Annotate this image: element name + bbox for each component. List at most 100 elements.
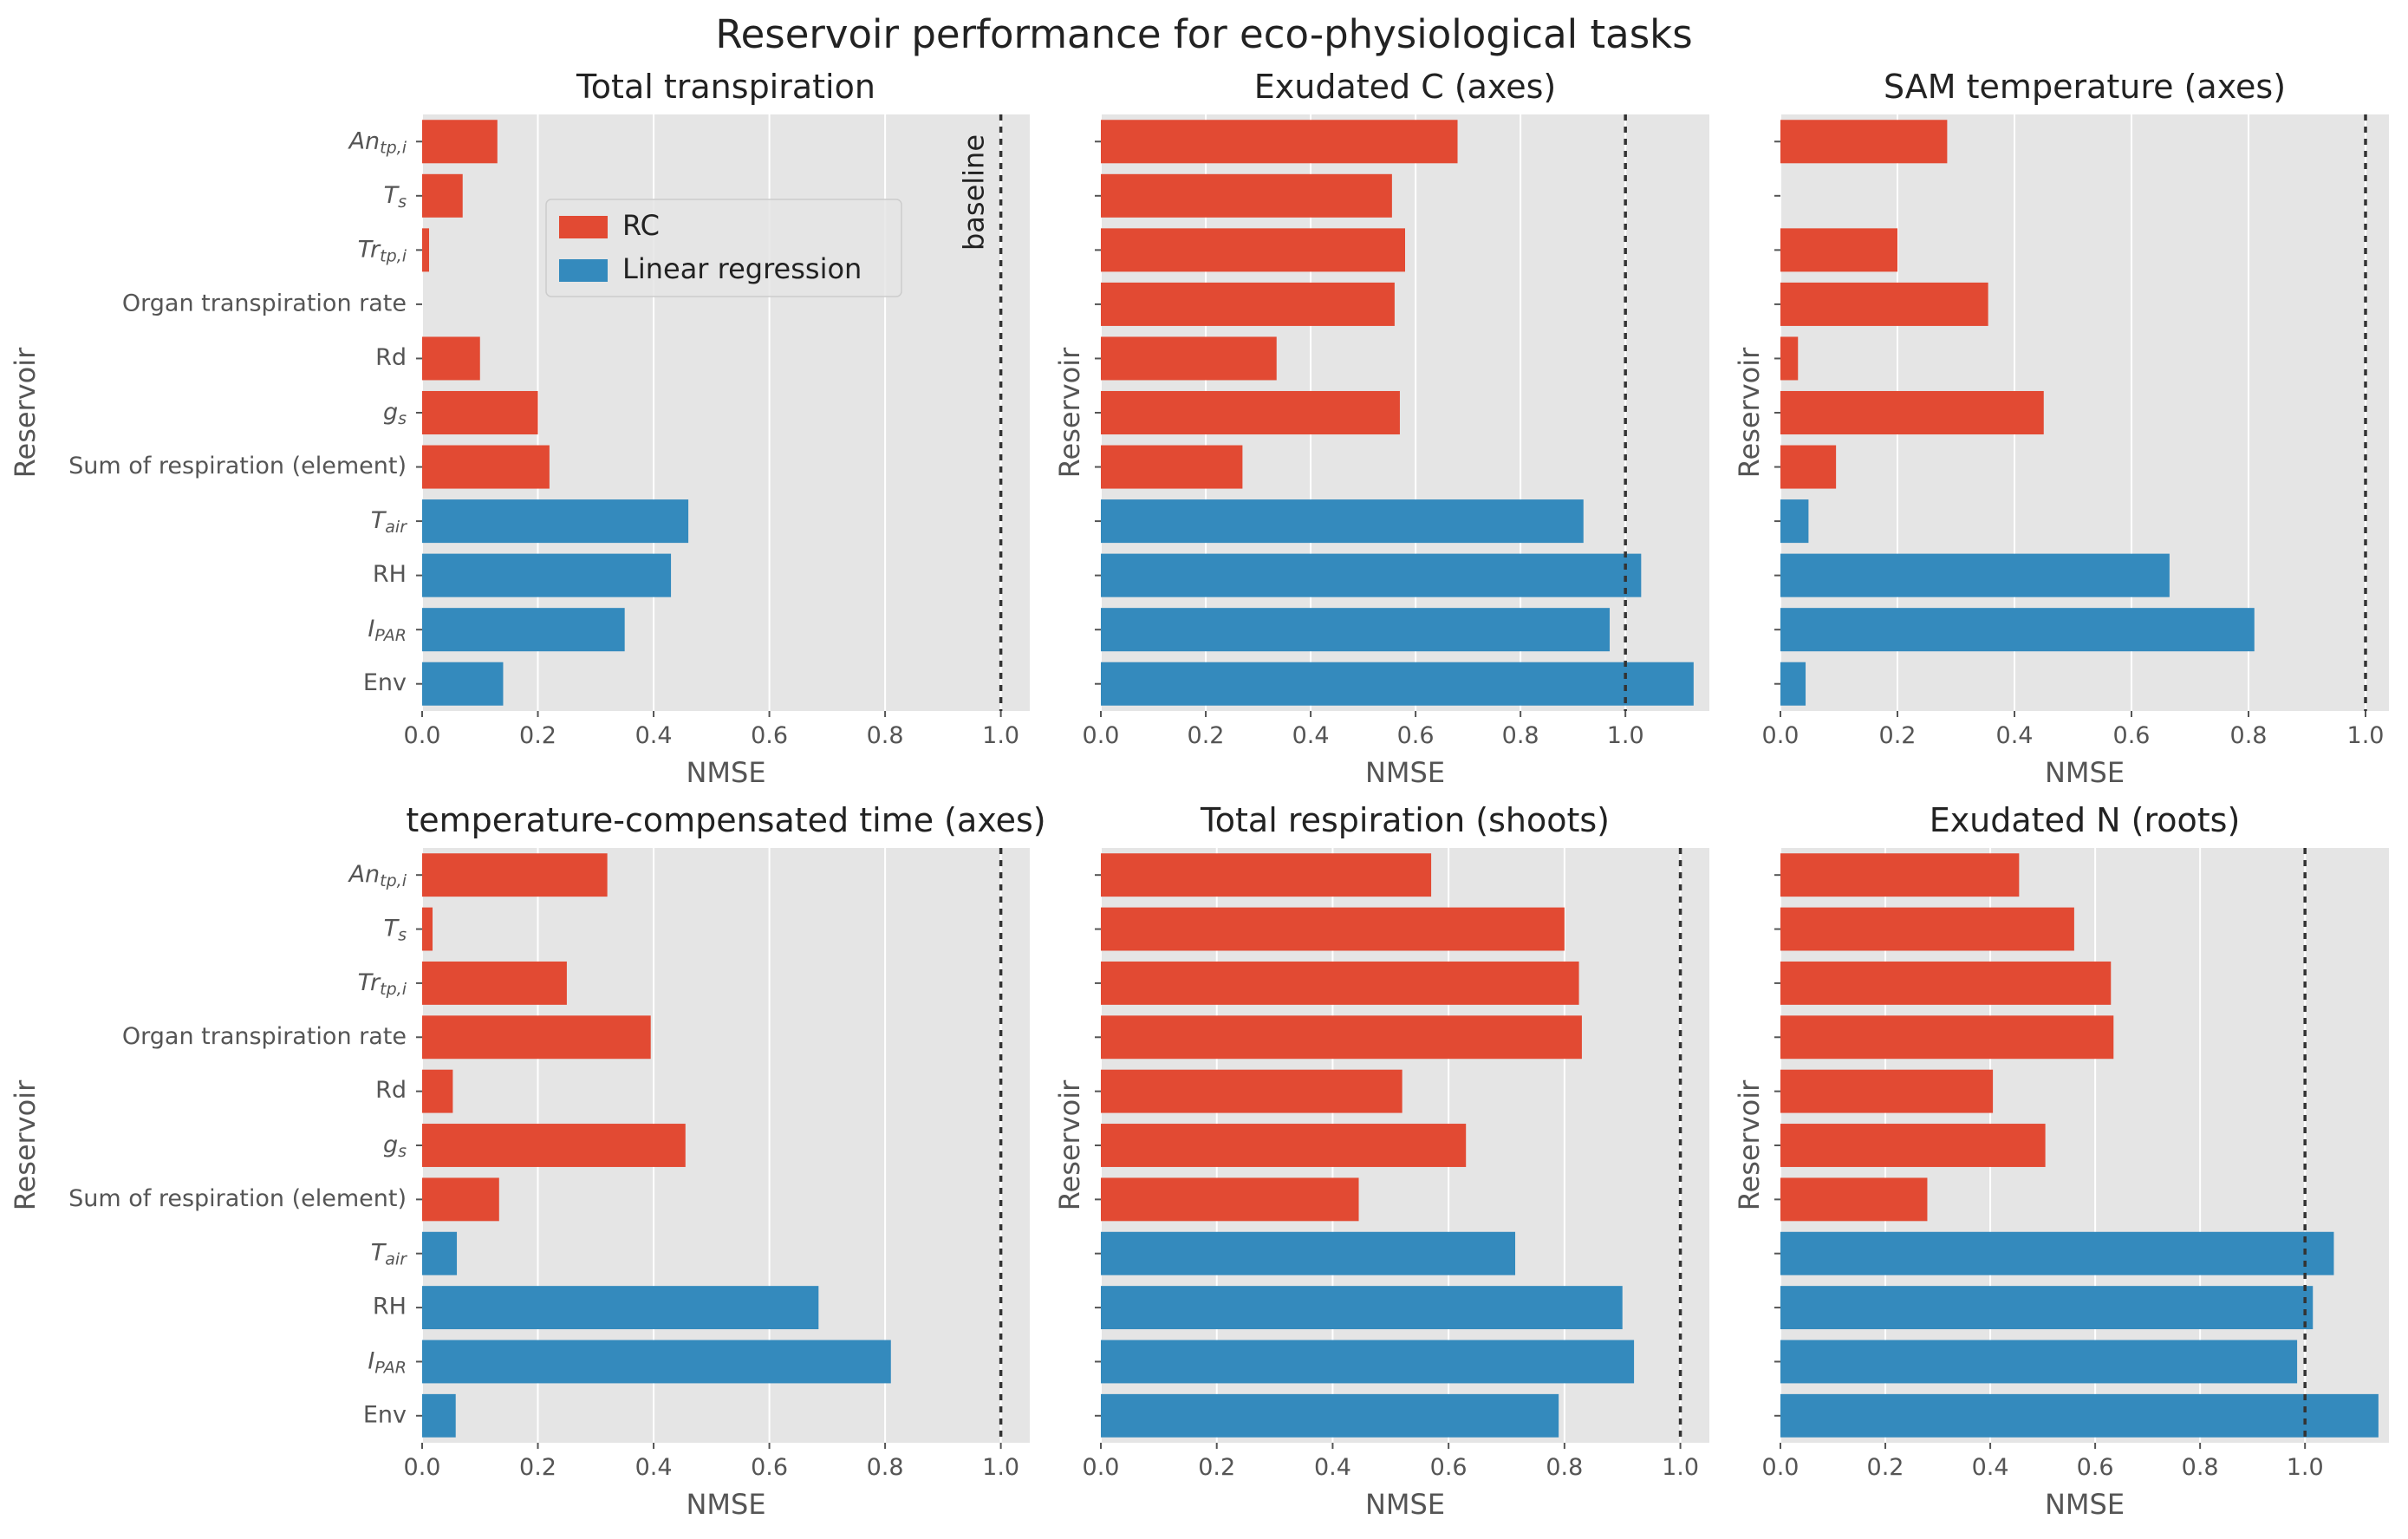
x-tick-label: 0.8 <box>867 722 904 749</box>
y-tick-label: Rd <box>375 344 407 371</box>
x-axis-label: NMSE <box>2045 756 2125 789</box>
y-tick-label: Sum of respiration (element) <box>68 1185 407 1212</box>
x-tick-label: 0.6 <box>751 722 788 749</box>
bar-rc <box>422 228 430 272</box>
x-tick-label: 0.6 <box>1430 1454 1468 1481</box>
bar-linear-regression <box>422 1393 456 1438</box>
bar-rc <box>1780 282 1988 326</box>
y-axis-label: Reservoir <box>9 1079 42 1210</box>
y-tick-label: Ts <box>384 181 407 211</box>
bar-rc <box>1780 336 1799 381</box>
bar-linear-regression <box>1101 553 1642 597</box>
bar-rc <box>422 1124 686 1167</box>
y-tick-label: Ts <box>384 915 407 944</box>
y-axis-label: Reservoir <box>9 347 42 478</box>
subplot-title: Total respiration (shoots) <box>1200 801 1610 839</box>
bar-linear-regression <box>1780 1286 2314 1330</box>
x-tick-label: 0.8 <box>1502 722 1539 749</box>
y-axis-label: Reservoir <box>1053 347 1086 478</box>
bar-rc <box>422 390 538 435</box>
bar-linear-regression <box>1780 553 2170 597</box>
x-tick-label: 0.4 <box>1314 1454 1351 1481</box>
subplot-title: Exudated C (axes) <box>1254 68 1557 106</box>
y-tick-label: Trtp,i <box>358 236 407 265</box>
bar-rc <box>1101 1124 1467 1167</box>
x-tick-label: 0.0 <box>1762 1454 1799 1481</box>
bar-linear-regression <box>1101 1393 1559 1438</box>
y-tick-label: gs <box>383 1131 407 1161</box>
bar-rc <box>1780 445 1837 489</box>
x-tick-label: 0.0 <box>1083 1454 1120 1481</box>
x-tick-label: 0.2 <box>1867 1454 1904 1481</box>
bar-linear-regression <box>422 1340 891 1384</box>
bar-linear-regression <box>1101 608 1611 652</box>
subplot-2: 0.0 0.2 0.4 0.6 0.8 1.0 Exudated C (axes) NMSE R… <box>1053 68 1709 789</box>
bar-linear-regression <box>1780 1393 2379 1438</box>
bar-rc <box>1101 853 1432 897</box>
bar-linear-regression <box>1780 499 1809 544</box>
bar-rc <box>422 907 433 951</box>
x-tick-label: 0.8 <box>867 1454 904 1481</box>
y-tick-label: RH <box>373 561 407 588</box>
x-tick-label: 1.0 <box>982 722 1019 749</box>
bar-linear-regression <box>1780 608 2255 652</box>
x-tick-label: 0.0 <box>1762 722 1799 749</box>
x-tick-label: 0.2 <box>1198 1454 1235 1481</box>
y-tick-label: Antp,i <box>348 127 407 157</box>
bar-rc <box>422 961 567 1005</box>
y-axis-label: Reservoir <box>1733 347 1766 478</box>
y-tick-label: Env <box>363 1401 407 1428</box>
y-tick-label: Antp,i <box>348 861 407 890</box>
x-tick-label: 0.6 <box>1397 722 1435 749</box>
bar-linear-regression <box>1101 1231 1516 1275</box>
y-tick-label: Organ transpiration rate <box>122 290 407 316</box>
bar-linear-regression <box>1780 1340 2298 1384</box>
legend-label: RC <box>622 209 660 242</box>
bar-rc <box>422 445 550 489</box>
bar-rc <box>1780 1015 2114 1060</box>
bar-rc <box>422 1069 453 1113</box>
bar-rc <box>1101 120 1458 164</box>
bar-linear-regression <box>1101 499 1584 544</box>
x-tick-label: 0.6 <box>2077 1454 2114 1481</box>
subplot-title: Total transpiration <box>576 68 875 106</box>
bar-rc <box>422 1015 651 1060</box>
bar-rc <box>1780 120 1948 164</box>
bar-rc <box>1780 907 2074 951</box>
x-tick-label: 0.0 <box>1083 722 1120 749</box>
x-axis-label: NMSE <box>686 756 765 789</box>
bar-linear-regression <box>422 1286 819 1330</box>
bar-linear-regression <box>1101 1340 1635 1384</box>
x-tick-label: 1.0 <box>982 1454 1019 1481</box>
legend: RC Linear regression <box>545 199 902 297</box>
bar-rc <box>1101 445 1243 489</box>
bar-rc <box>1780 228 1897 272</box>
bar-rc <box>1780 853 2020 897</box>
x-tick-label: 1.0 <box>1607 722 1644 749</box>
x-tick-label: 0.4 <box>1292 722 1330 749</box>
subplot-3: 0.0 0.2 0.4 0.6 0.8 1.0 SAM temperature (axes)… <box>1733 68 2389 789</box>
x-tick-label: 0.8 <box>2230 722 2268 749</box>
figure-title: Reservoir performance for eco-physiologi… <box>715 11 1692 57</box>
x-tick-label: 0.6 <box>751 1454 788 1481</box>
y-tick-label: Sum of respiration (element) <box>68 453 407 479</box>
x-tick-label: 0.8 <box>1546 1454 1583 1481</box>
bar-linear-regression <box>422 608 625 652</box>
bar-rc <box>1780 1124 2046 1167</box>
y-axis-label: Reservoir <box>1733 1079 1766 1210</box>
subplot-1: 0.0 0.2 0.4 0.6 0.8 1.0 Antp,i Ts Trtp,i Organ tr… <box>9 68 1030 789</box>
bar-linear-regression <box>422 1231 458 1275</box>
bar-rc <box>422 173 463 218</box>
y-tick-label: Trtp,i <box>358 968 407 998</box>
x-tick-label: 0.4 <box>635 1454 673 1481</box>
x-tick-label: 0.2 <box>1188 722 1225 749</box>
baseline-annotation: baseline <box>958 134 991 251</box>
bar-rc <box>1101 282 1395 326</box>
x-axis-label: NMSE <box>1365 1488 1445 1521</box>
bar-linear-regression <box>1101 1286 1623 1330</box>
y-tick-label: IPAR <box>368 1347 407 1377</box>
y-tick-label: Rd <box>375 1077 407 1104</box>
bar-linear-regression <box>1780 1231 2334 1275</box>
bar-rc <box>422 1177 499 1222</box>
